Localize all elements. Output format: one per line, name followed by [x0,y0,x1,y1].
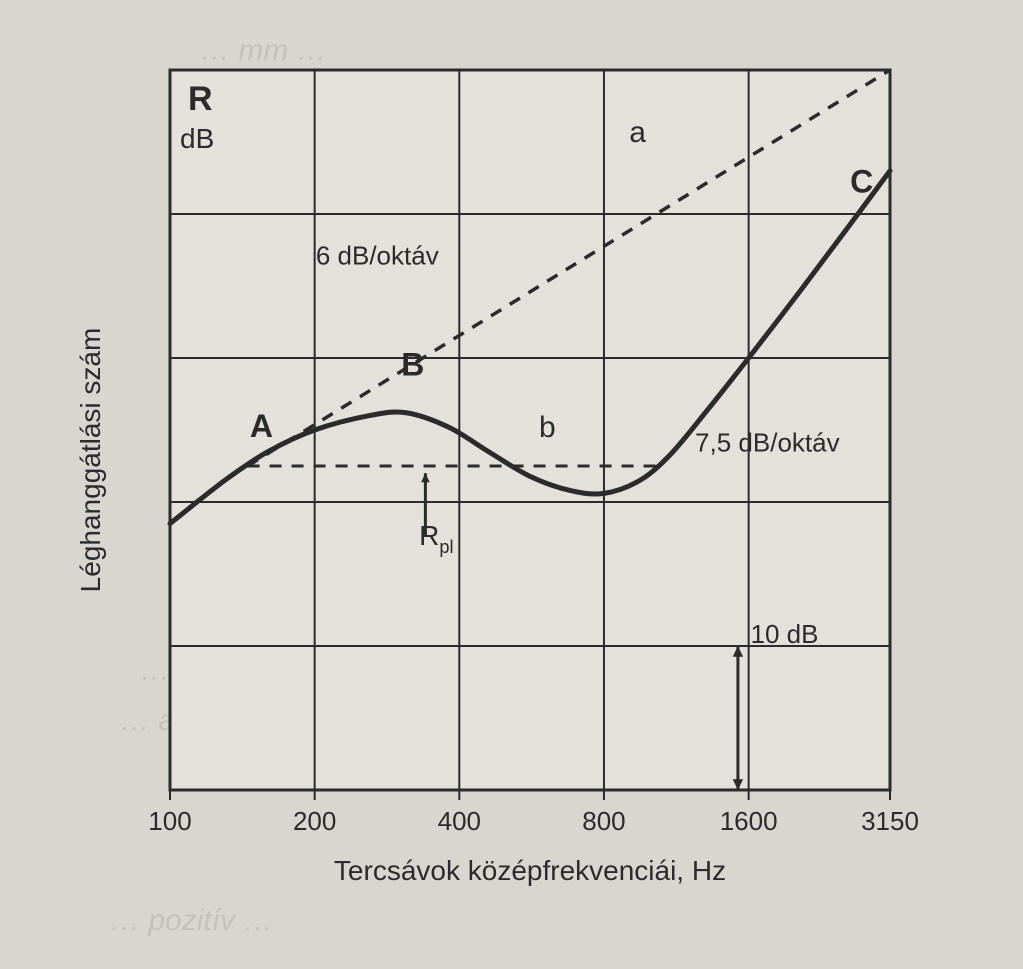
chart-svg: … mm …műszaki és akusztikai adatokatpozi… [0,0,1023,969]
y-axis-symbol: R [188,80,213,118]
annotation-7p5db: 7,5 dB/oktáv [695,428,840,458]
annotation-10db: 10 dB [751,619,819,649]
x-tick-label: 100 [148,806,191,836]
x-tick-label: 1600 [720,806,778,836]
x-tick-label: 200 [293,806,336,836]
x-tick-label: 3150 [861,806,919,836]
x-tick-label: 400 [438,806,481,836]
scan-artifact: … mm … [200,34,327,67]
scan-artifact: … pozitív … [110,904,273,937]
curve-point-label-a: a [629,116,646,149]
x-axis-label: Tercsávok középfrekvenciái, Hz [334,855,726,886]
chart-container: { "canvas": { "width": 1023, "height": 9… [0,0,1023,969]
curve-point-label-b: b [539,411,556,444]
x-tick-label: 800 [582,806,625,836]
y-axis-unit: dB [180,123,214,154]
curve-point-label-B: B [401,346,424,382]
curve-point-label-C: C [850,163,873,199]
curve-point-label-A: A [250,408,273,444]
annotation-6db: 6 dB/oktáv [316,240,439,270]
y-axis-label: Léghanggátlási szám [75,328,106,593]
